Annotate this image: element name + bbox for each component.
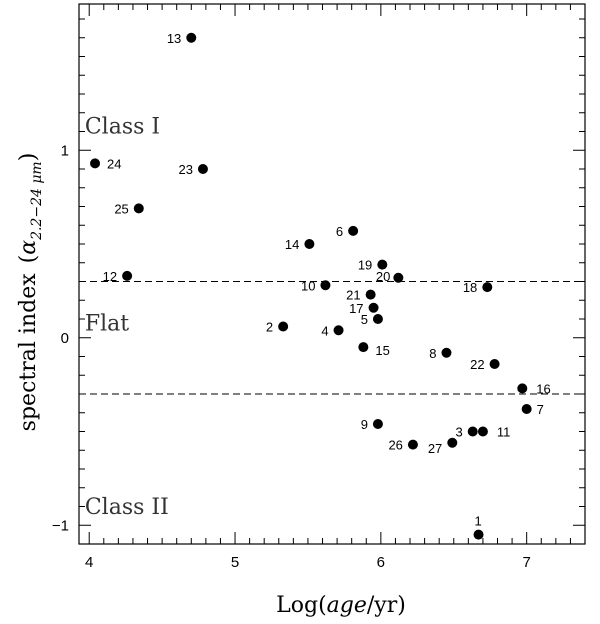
data-point-22 bbox=[489, 359, 500, 369]
data-point-7 bbox=[521, 404, 532, 414]
data-point-1 bbox=[473, 529, 484, 540]
data-point-label-12: 12 bbox=[103, 269, 117, 284]
data-point-label-5: 5 bbox=[361, 312, 368, 327]
data-point-label-26: 26 bbox=[388, 438, 402, 453]
axis-ticks: 4 5 6 7 −1 0 1 bbox=[52, 4, 586, 571]
data-point-19 bbox=[377, 259, 388, 270]
data-point-8 bbox=[441, 347, 452, 358]
y-tick-label: 0 bbox=[61, 330, 69, 347]
data-point-5 bbox=[372, 314, 383, 324]
data-point-label-27: 27 bbox=[428, 441, 442, 456]
data-point-label-3: 3 bbox=[455, 425, 462, 440]
y-tick-label: 1 bbox=[61, 142, 69, 159]
y-axis-label: spectral index(α2.2−24 μm) bbox=[16, 153, 45, 432]
x-tick-label: 7 bbox=[522, 554, 530, 571]
data-point-label-13: 13 bbox=[167, 31, 181, 46]
data-point-17 bbox=[368, 302, 379, 313]
data-point-16 bbox=[517, 383, 528, 394]
data-point-label-21: 21 bbox=[346, 288, 360, 303]
data-point-label-23: 23 bbox=[178, 162, 192, 177]
x-tick-label: 6 bbox=[377, 554, 385, 571]
data-point-label-8: 8 bbox=[429, 346, 436, 361]
data-point-9 bbox=[372, 419, 383, 429]
plot-frame bbox=[78, 3, 586, 545]
data-point-3 bbox=[467, 426, 478, 437]
data-point-label-20: 20 bbox=[376, 269, 390, 284]
data-point-11 bbox=[477, 426, 488, 437]
x-tick-label: 5 bbox=[231, 554, 239, 571]
x-axis-label: Log(age/yr) bbox=[276, 593, 406, 618]
data-point-4 bbox=[333, 325, 344, 336]
data-point-18 bbox=[482, 282, 493, 293]
data-point-label-7: 7 bbox=[537, 402, 544, 417]
data-point-label-9: 9 bbox=[361, 417, 368, 432]
data-point-15 bbox=[358, 342, 369, 353]
data-point-label-11: 11 bbox=[497, 425, 511, 440]
data-point-26 bbox=[407, 439, 418, 450]
data-point-label-19: 19 bbox=[358, 258, 372, 273]
data-point-12 bbox=[122, 270, 133, 281]
data-points: 1234567891011121314151617181920212223242… bbox=[90, 31, 551, 540]
x-tick-label: 4 bbox=[85, 554, 93, 571]
data-point-21 bbox=[365, 289, 376, 300]
data-point-23 bbox=[197, 164, 208, 174]
data-point-label-10: 10 bbox=[301, 278, 315, 293]
data-point-label-22: 22 bbox=[470, 357, 484, 372]
data-point-14 bbox=[304, 239, 315, 249]
data-point-label-18: 18 bbox=[463, 280, 477, 295]
region-label: Flat bbox=[85, 311, 129, 336]
y-axis-label-symbol: α bbox=[16, 240, 41, 255]
y-axis-label-main: spectral index bbox=[16, 273, 41, 432]
data-point-6 bbox=[348, 225, 359, 236]
data-point-2 bbox=[278, 321, 289, 332]
data-point-label-1: 1 bbox=[475, 514, 482, 529]
data-point-label-25: 25 bbox=[114, 201, 128, 216]
data-point-label-24: 24 bbox=[107, 156, 121, 171]
plot-border bbox=[78, 3, 586, 545]
region-label: Class I bbox=[85, 114, 160, 139]
y-tick-label: −1 bbox=[52, 517, 69, 534]
region-labels: Class I Flat Class II bbox=[85, 114, 169, 520]
data-point-10 bbox=[320, 280, 331, 291]
reference-lines bbox=[79, 281, 585, 395]
y-axis-label-subscript: 2.2−24 μm bbox=[29, 161, 45, 241]
data-point-label-16: 16 bbox=[536, 381, 550, 396]
data-point-25 bbox=[133, 203, 144, 214]
data-point-label-4: 4 bbox=[321, 323, 328, 338]
data-point-label-14: 14 bbox=[285, 237, 299, 252]
data-point-24 bbox=[90, 158, 101, 169]
region-label: Class II bbox=[85, 495, 169, 520]
data-point-13 bbox=[186, 32, 197, 43]
data-point-label-17: 17 bbox=[349, 301, 363, 316]
data-point-label-2: 2 bbox=[266, 320, 273, 335]
data-point-label-15: 15 bbox=[375, 343, 389, 358]
data-point-label-6: 6 bbox=[336, 224, 343, 239]
data-point-27 bbox=[447, 437, 458, 448]
data-point-20 bbox=[393, 272, 404, 283]
